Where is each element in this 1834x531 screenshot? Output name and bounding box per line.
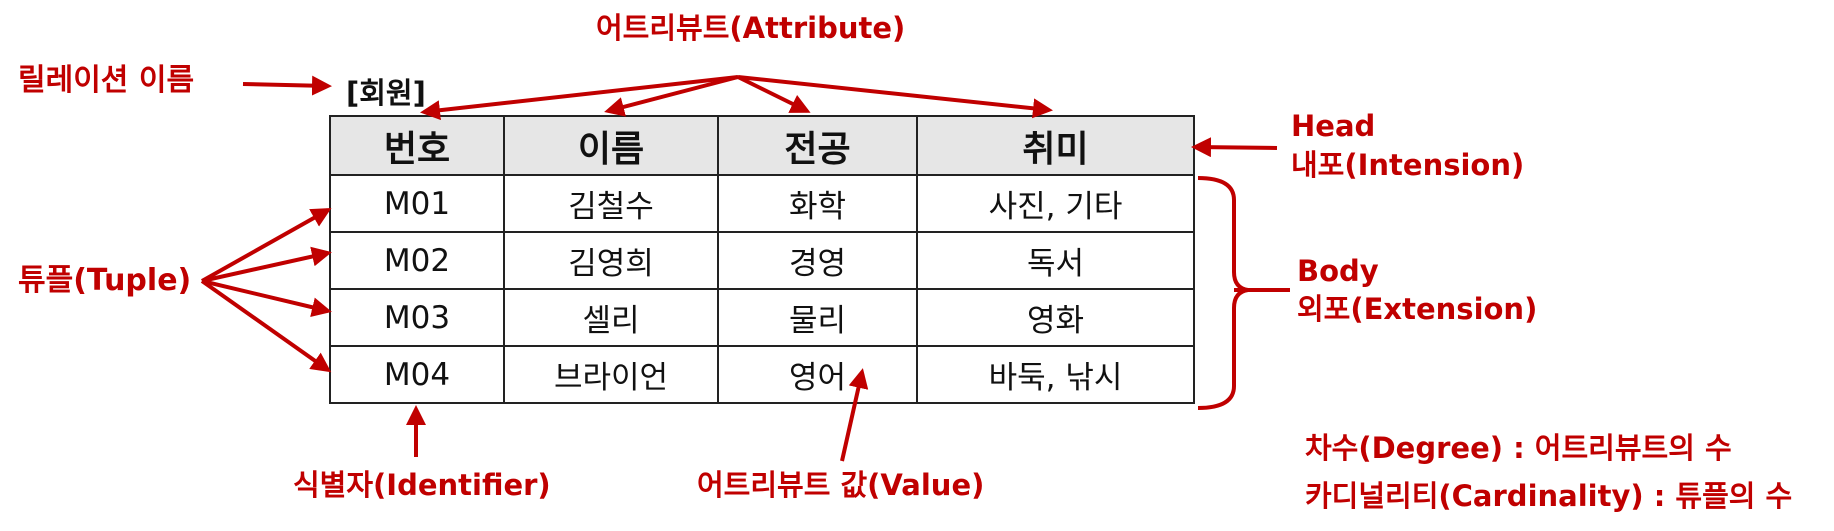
head-label: Head	[1291, 109, 1376, 143]
head-arrow	[1191, 137, 1278, 158]
cardinality-label: 카디널리티(Cardinality) : 튜플의 수	[1305, 479, 1793, 513]
table-cell: M02	[329, 231, 505, 290]
column-header: 전공	[717, 115, 918, 176]
table-cell: 브라이언	[503, 345, 719, 404]
attribute-arrow	[737, 75, 811, 113]
body-label: Body	[1297, 254, 1379, 288]
relation-name-arrow	[242, 75, 332, 96]
table-header-row: 번호 이름 전공 취미	[329, 115, 1195, 176]
tuple-arrow	[201, 279, 332, 318]
tuple-arrow	[201, 246, 332, 283]
table-cell: M01	[329, 174, 505, 233]
table-row: M03 셀리 물리 영화	[329, 288, 1195, 347]
table-cell: 사진, 기타	[916, 174, 1195, 233]
relation-name-label: 릴레이션 이름	[18, 63, 195, 98]
table-cell: 셀리	[503, 288, 719, 347]
table-cell: 영어	[717, 345, 918, 404]
relation-name: [회원]	[346, 76, 426, 110]
extension-label: 외포(Extension)	[1297, 292, 1538, 326]
value-arrow	[840, 368, 869, 462]
table-cell: 물리	[717, 288, 918, 347]
attribute-arrow	[737, 75, 1053, 119]
table-cell: 경영	[717, 231, 918, 290]
intension-label: 내포(Intension)	[1291, 148, 1525, 182]
attribute-arrow	[604, 75, 739, 117]
tuple-arrow	[200, 279, 332, 373]
table-cell: M04	[329, 345, 505, 404]
table-row: M01 김철수 화학 사진, 기타	[329, 174, 1195, 233]
degree-label: 차수(Degree) : 어트리뷰트의 수	[1305, 431, 1732, 465]
table-cell: 김영희	[503, 231, 719, 290]
attribute-value-label: 어트리뷰트 값(Value)	[697, 468, 985, 502]
table-cell: 바둑, 낚시	[916, 345, 1195, 404]
attribute-arrow	[420, 75, 739, 121]
table-cell: 영화	[916, 288, 1195, 347]
table-cell: 김철수	[503, 174, 719, 233]
table-row: M02 김영희 경영 독서	[329, 231, 1195, 290]
column-header: 이름	[503, 115, 719, 176]
tuple-arrow	[201, 208, 332, 283]
table-cell: 독서	[916, 231, 1195, 290]
column-header: 번호	[329, 115, 505, 176]
tuple-label: 튜플(Tuple)	[18, 263, 192, 298]
identifier-label: 식별자(Identifier)	[293, 468, 551, 502]
attribute-label: 어트리뷰트(Attribute)	[596, 11, 906, 45]
table-cell: 화학	[717, 174, 918, 233]
column-header: 취미	[916, 115, 1195, 176]
table-row: M04 브라이언 영어 바둑, 낚시	[329, 345, 1195, 404]
body-brace	[1197, 176, 1249, 410]
relation-table: 번호 이름 전공 취미 M01 김철수 화학 사진, 기타 M02 김영희 경영…	[329, 115, 1195, 404]
table-cell: M03	[329, 288, 505, 347]
